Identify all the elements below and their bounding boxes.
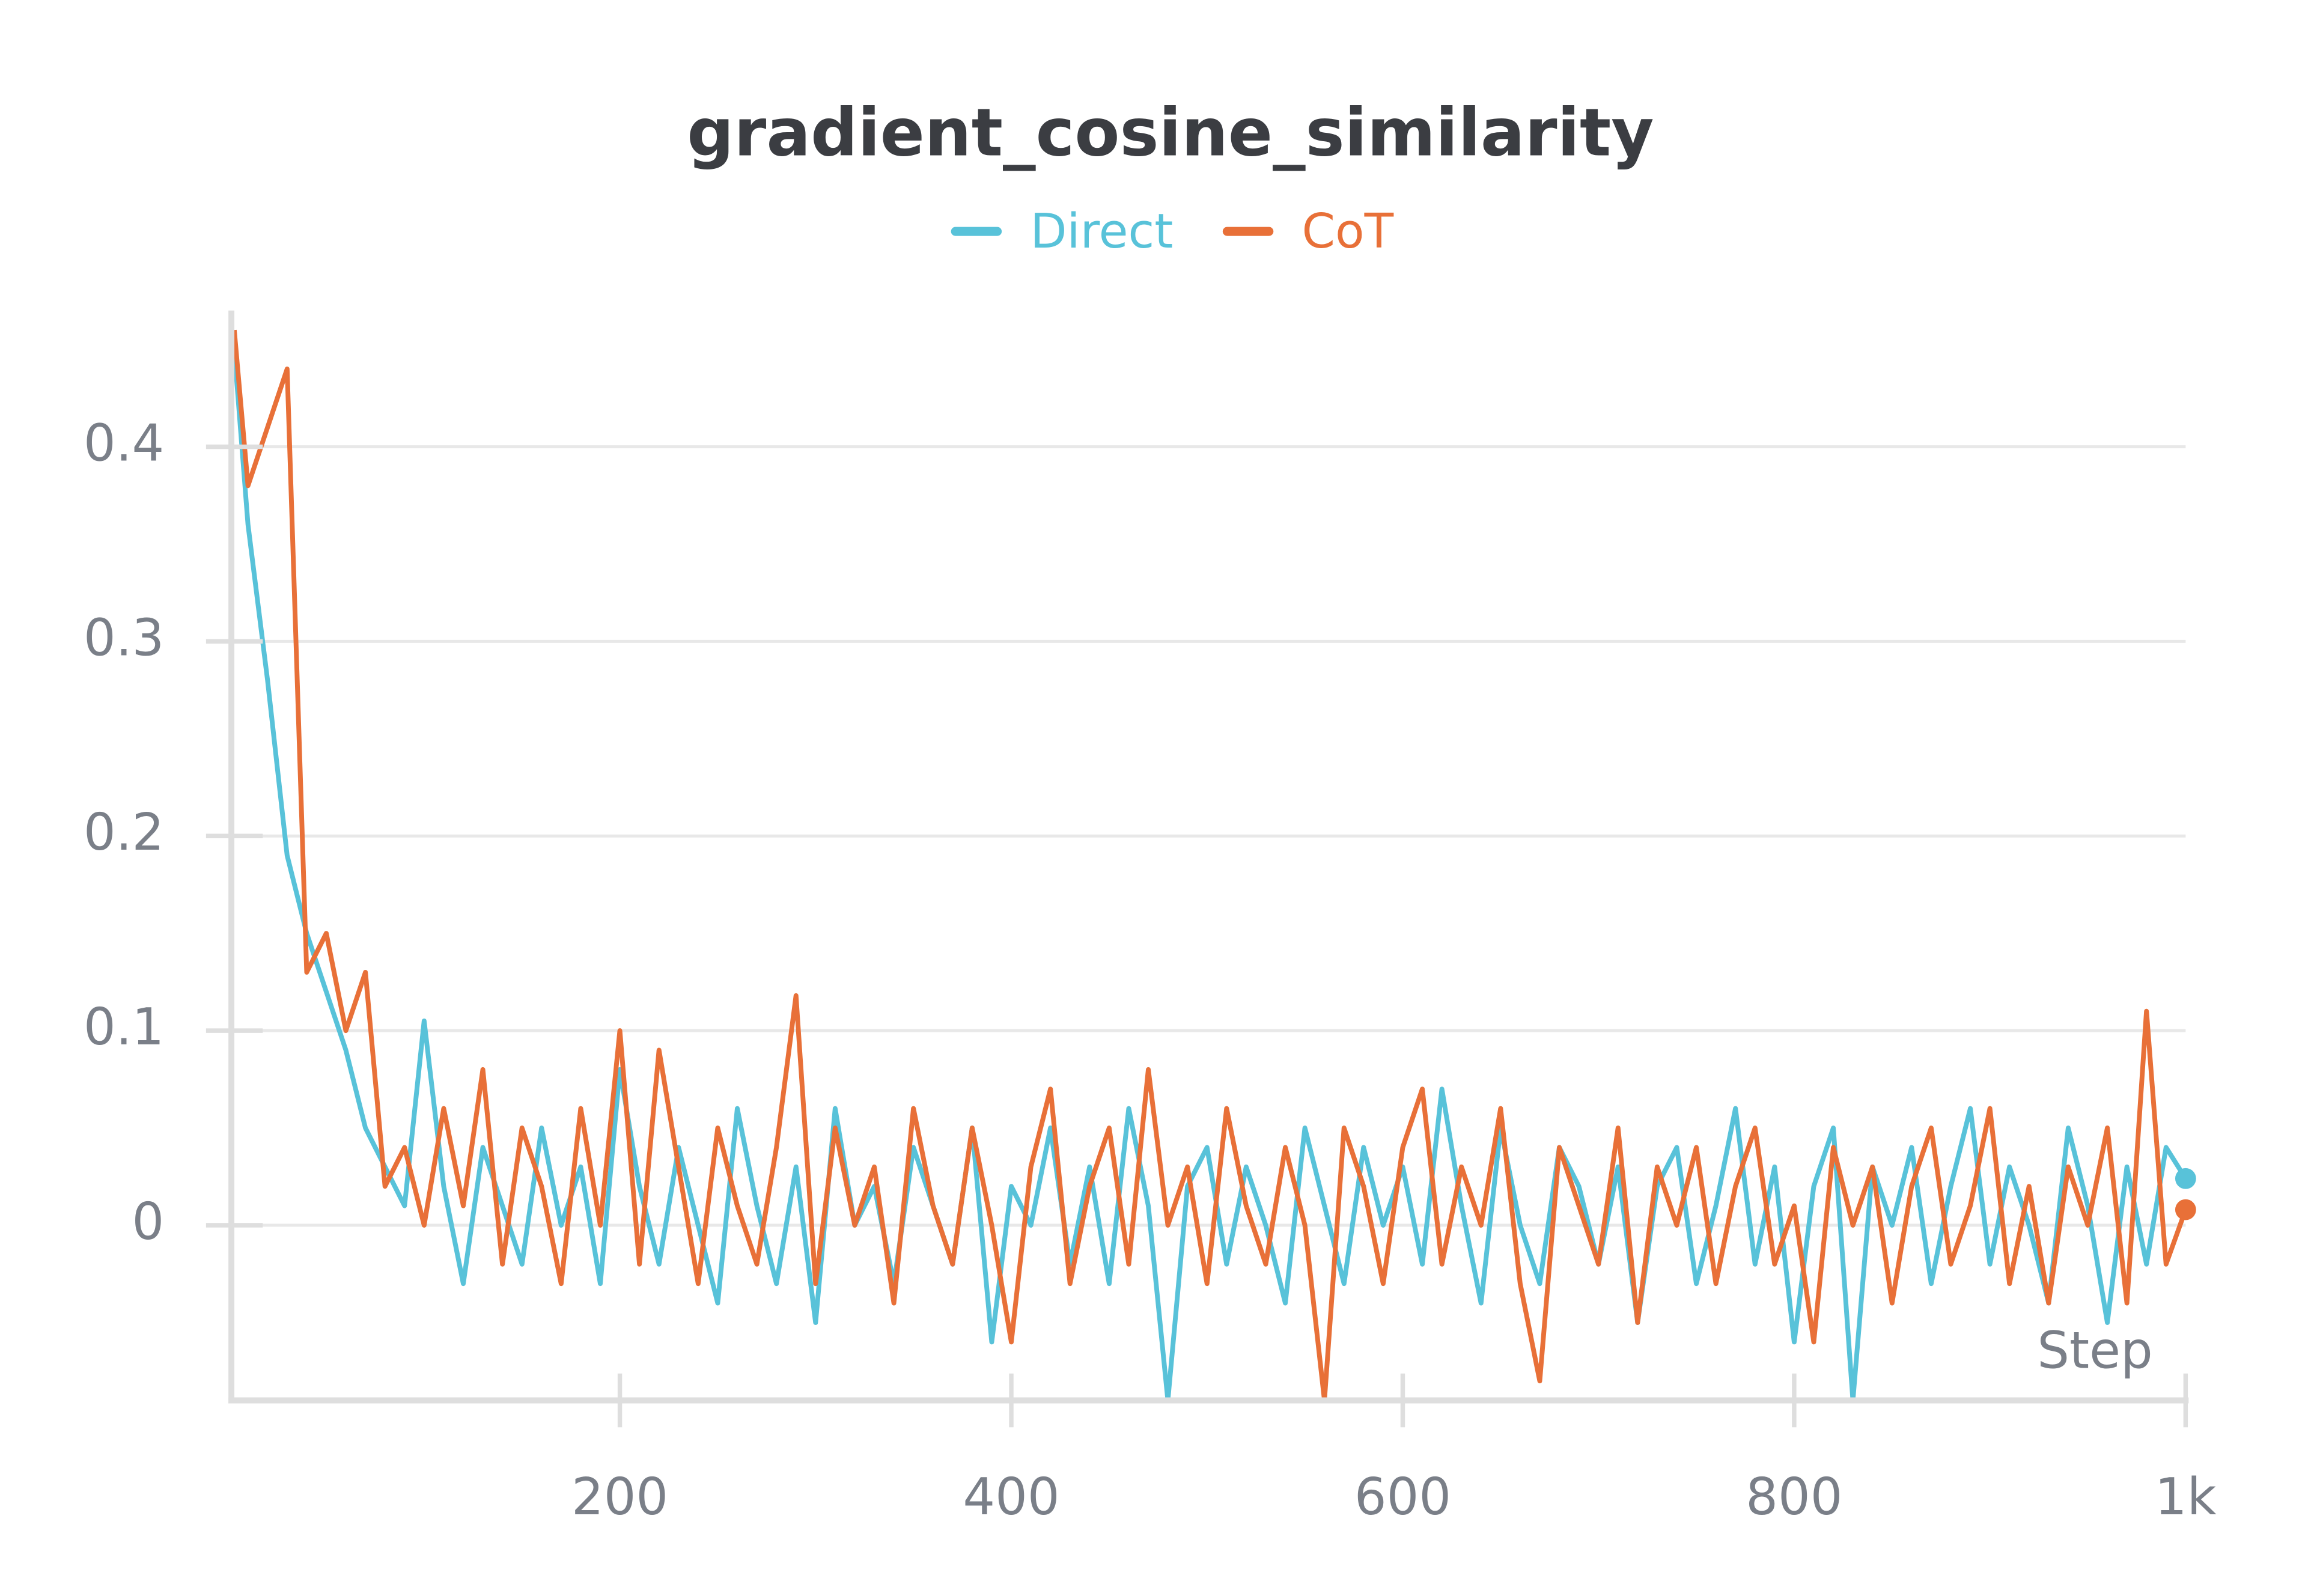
end-point [2175,1199,2196,1220]
grid [231,445,2186,1227]
legend: Direct CoT [951,203,1394,259]
y-tick-label: 0 [132,1192,165,1251]
series-line [231,329,2188,1403]
ticks: 0 0.1 0.2 0.3 0.4 200 400 600 800 1k [84,413,2217,1526]
y-tick-label: 0.4 [84,413,164,472]
plot-area [231,329,2196,1403]
x-tick-label: 1k [2155,1467,2217,1526]
x-tick-label: 600 [1354,1467,1451,1526]
x-tick-label: 200 [571,1467,668,1526]
legend-label: Direct [1030,203,1173,259]
legend-label: CoT [1302,203,1394,259]
x-tick-label: 800 [1746,1467,1842,1526]
x-axis-label: Step [2037,1321,2152,1380]
chart-title: gradient_cosine_similarity [687,94,1654,171]
y-tick-label: 0.1 [84,998,164,1056]
x-tick-label: 400 [963,1467,1059,1526]
series-line [231,349,2188,1403]
end-point [2175,1168,2196,1189]
y-tick-label: 0.2 [84,803,164,862]
y-tick-label: 0.3 [84,608,164,667]
